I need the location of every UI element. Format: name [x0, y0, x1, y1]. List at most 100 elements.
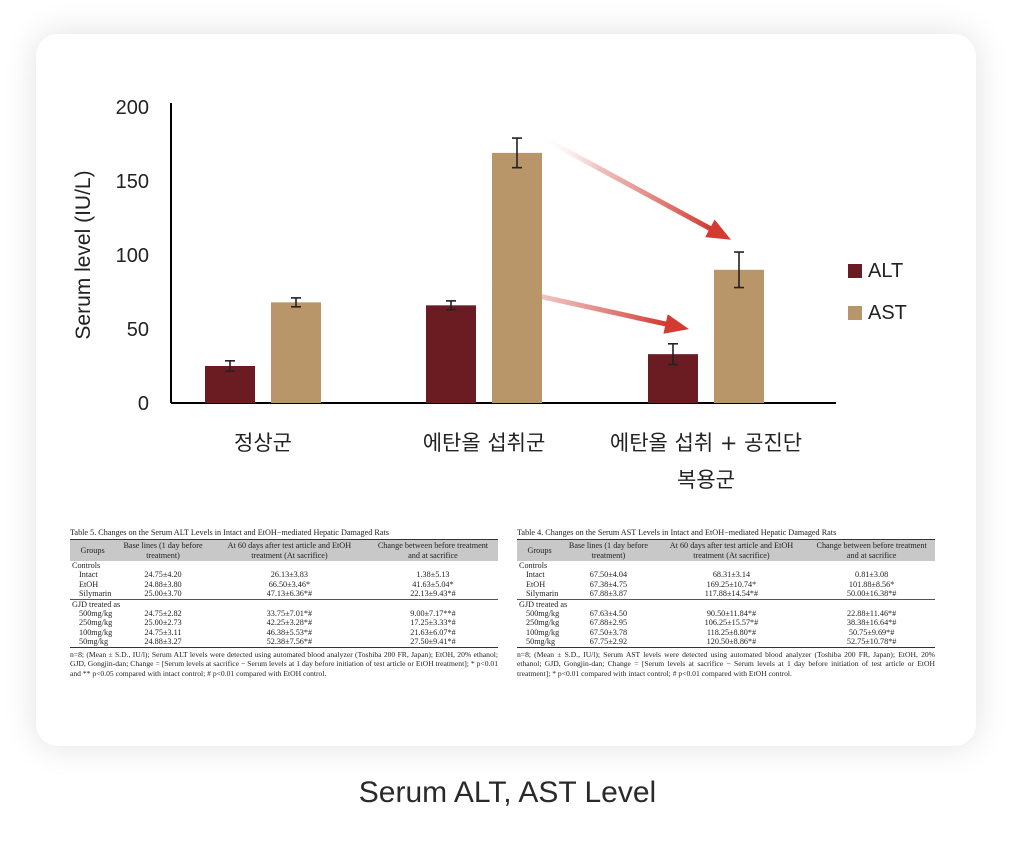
table-cell: 1.38±5.13: [416, 570, 450, 580]
table-cell: 17.25±3.33*#: [410, 618, 456, 628]
x-category-label: 에탄올 섭취 + 공진단: [610, 431, 802, 455]
table-cell: 50.75±9.69*#: [848, 627, 895, 637]
table-section-label: GJD treated as: [70, 598, 498, 610]
table-row: 50mg/kg 67.75±2.92 120.50±8.86*# 52.75±10.7…: [517, 637, 935, 647]
table-cell: 38.38±16.64*#: [846, 618, 897, 628]
table-cell: Intact: [526, 570, 545, 580]
legend-label-alt: ALT: [868, 260, 903, 282]
table-cell: 90.50±11.84*#: [706, 609, 757, 619]
table-cell: 500mg/kg: [526, 609, 560, 619]
table-section-label: Controls: [72, 561, 101, 570]
table-cell: 101.88±8.56*: [848, 579, 895, 589]
x-category-label: 복용군: [677, 468, 735, 492]
table-row: EtOH 24.88±3.80 66.50±3.46* 41.63±5.04*: [70, 580, 498, 589]
x-category-label: 정상군: [234, 431, 292, 455]
table-cell: 67.38±4.75: [589, 579, 628, 589]
data-table: Groups Base lines (1 day before treatment…: [70, 539, 498, 648]
table-cell: 67.75±2.92: [589, 637, 628, 647]
table-cell: Intact: [79, 570, 98, 580]
table-row: 100mg/kg 67.50±3.78 118.25±8.80*# 50.75±9.6…: [517, 628, 935, 637]
table-cell: 26.13±3.83: [270, 570, 308, 580]
table-row: 50mg/kg 24.88±3.27 52.38±7.56*# 27.50±9.41*…: [70, 637, 498, 647]
data-table: Groups Base lines (1 day before treatment…: [517, 539, 935, 648]
y-tick-label: 0: [138, 393, 149, 415]
table-header-cell: Base lines (1 day before treatment): [562, 539, 655, 561]
table-cell: 52.38±7.56*#: [266, 637, 313, 647]
table-cell: 68.31±3.14: [712, 570, 751, 580]
page-title: Serum ALT, AST Level: [358, 776, 657, 809]
bar-alt-1: [426, 305, 476, 403]
table-cell: 50.00±16.38*#: [846, 589, 897, 599]
table-row: EtOH 67.38±4.75 169.25±10.74* 101.88±8.56*: [517, 580, 935, 589]
table-row: 500mg/kg 24.75±2.82 33.75±7.01*# 9.00±7.17*…: [70, 609, 498, 618]
table-cell: 118.25±8.80*#: [706, 627, 757, 637]
table-cell: 24.75±4.20: [144, 570, 182, 580]
table-section-label: Controls: [519, 561, 548, 570]
table-cell: 42.25±3.28*#: [266, 618, 313, 628]
table-cell: 67.88±2.95: [589, 618, 628, 628]
table-cell: 33.75±7.01*#: [266, 609, 313, 619]
bar-alt-0: [205, 366, 255, 403]
table-cell: 24.88±3.80: [144, 579, 182, 589]
table-footnote: n=8; (Mean ± S.D., IU/l); Serum ALT leve…: [70, 649, 498, 678]
x-category-label: 에탄올 섭취군: [423, 431, 546, 455]
serum-bar-chart: 200 150 100 50 0 Serum level (IU/L) 정상군 에탄올 섭취…: [72, 97, 907, 492]
table-row: Intact 67.50±4.04 68.31±3.14 0.81±3.08: [517, 570, 935, 579]
table-footnote: n=8; (Mean ± S.D., IU/l); Serum AST leve…: [517, 649, 935, 678]
table-section-label: GJD treated as: [517, 598, 935, 610]
table-cell: 67.63±4.50: [589, 609, 628, 619]
table-header-cell: Change between before treatment and at s…: [367, 539, 498, 561]
bar-ast-1: [492, 152, 542, 403]
table-cell: 106.25±15.57*#: [704, 618, 759, 628]
legend-label-ast: AST: [868, 302, 907, 324]
table-cell: 100mg/kg: [526, 627, 560, 637]
table-cell: 169.25±10.74*: [706, 579, 757, 589]
y-tick-label: 100: [116, 245, 149, 267]
table-cell: Silymarin: [79, 589, 112, 599]
table-cell: 25.00±2.73: [144, 618, 182, 628]
table-cell: 24.88±3.27: [144, 637, 182, 647]
table-row: Silymarin 25.00±3.70 47.13±6.36*# 22.13±9.4…: [70, 589, 498, 599]
table-header-cell: Base lines (1 day before treatment): [115, 539, 211, 561]
table-row: Silymarin 67.88±3.87 117.88±14.54*# 50.00±1…: [517, 589, 935, 599]
table-caption: Table 5. Changes on the Serum ALT Levels…: [70, 528, 389, 537]
alt-table: Table 5. Changes on the Serum ALT Levels…: [70, 528, 498, 678]
table-cell: 27.50±9.41*#: [410, 637, 456, 647]
y-tick-label: 200: [116, 97, 149, 119]
bar-ast-2: [714, 269, 764, 403]
table-cell: 22.88±11.46*#: [847, 609, 897, 619]
table-cell: 0.81±3.08: [855, 570, 889, 580]
table-cell: 25.00±3.70: [144, 589, 182, 599]
table-row: 250mg/kg 25.00±2.73 42.25±3.28*# 17.25±3.33…: [70, 618, 498, 627]
table-cell: 24.75±2.82: [144, 609, 182, 619]
table-cell: 52.75±10.78*#: [846, 637, 897, 647]
y-tick-label: 150: [116, 171, 149, 193]
table-cell: 250mg/kg: [526, 618, 560, 628]
table-cell: 117.88±14.54*#: [704, 589, 759, 599]
table-cell: EtOH: [79, 579, 99, 589]
table-header-cell: Groups: [517, 539, 563, 561]
table-cell: 100mg/kg: [79, 627, 113, 637]
table-cell: 47.13±6.36*#: [266, 589, 313, 599]
table-row: Intact 24.75±4.20 26.13±3.83 1.38±5.13: [70, 570, 498, 579]
table-cell: 120.50±8.86*#: [706, 637, 757, 647]
y-tick-label: 50: [127, 319, 149, 341]
legend-swatch-ast: [848, 306, 862, 320]
table-row: 250mg/kg 67.88±2.95 106.25±15.57*# 38.38±16…: [517, 618, 935, 627]
table-cell: 24.75±3.11: [144, 627, 182, 637]
table-header-cell: At 60 days after test article and EtOH t…: [654, 539, 809, 561]
table-cell: 67.50±3.78: [589, 627, 628, 637]
y-axis-title: Serum level (IU/L): [72, 170, 95, 339]
table-cell: 21.63±6.07*#: [410, 627, 456, 637]
table-cell: Silymarin: [526, 589, 559, 599]
table-cell: 50mg/kg: [79, 637, 109, 647]
table-row: 100mg/kg 24.75±3.11 46.38±5.53*# 21.63±6.07…: [70, 628, 498, 637]
table-header-cell: At 60 days after test article and EtOH t…: [210, 539, 368, 561]
table-cell: 67.50±4.04: [589, 570, 628, 580]
table-cell: EtOH: [526, 579, 546, 589]
table-cell: 67.88±3.87: [589, 589, 628, 599]
table-cell: 66.50±3.46*: [268, 579, 311, 589]
table-cell: 50mg/kg: [526, 637, 556, 647]
legend-swatch-alt: [848, 264, 862, 278]
table-caption: Table 4. Changes on the Serum AST Levels…: [517, 528, 837, 537]
